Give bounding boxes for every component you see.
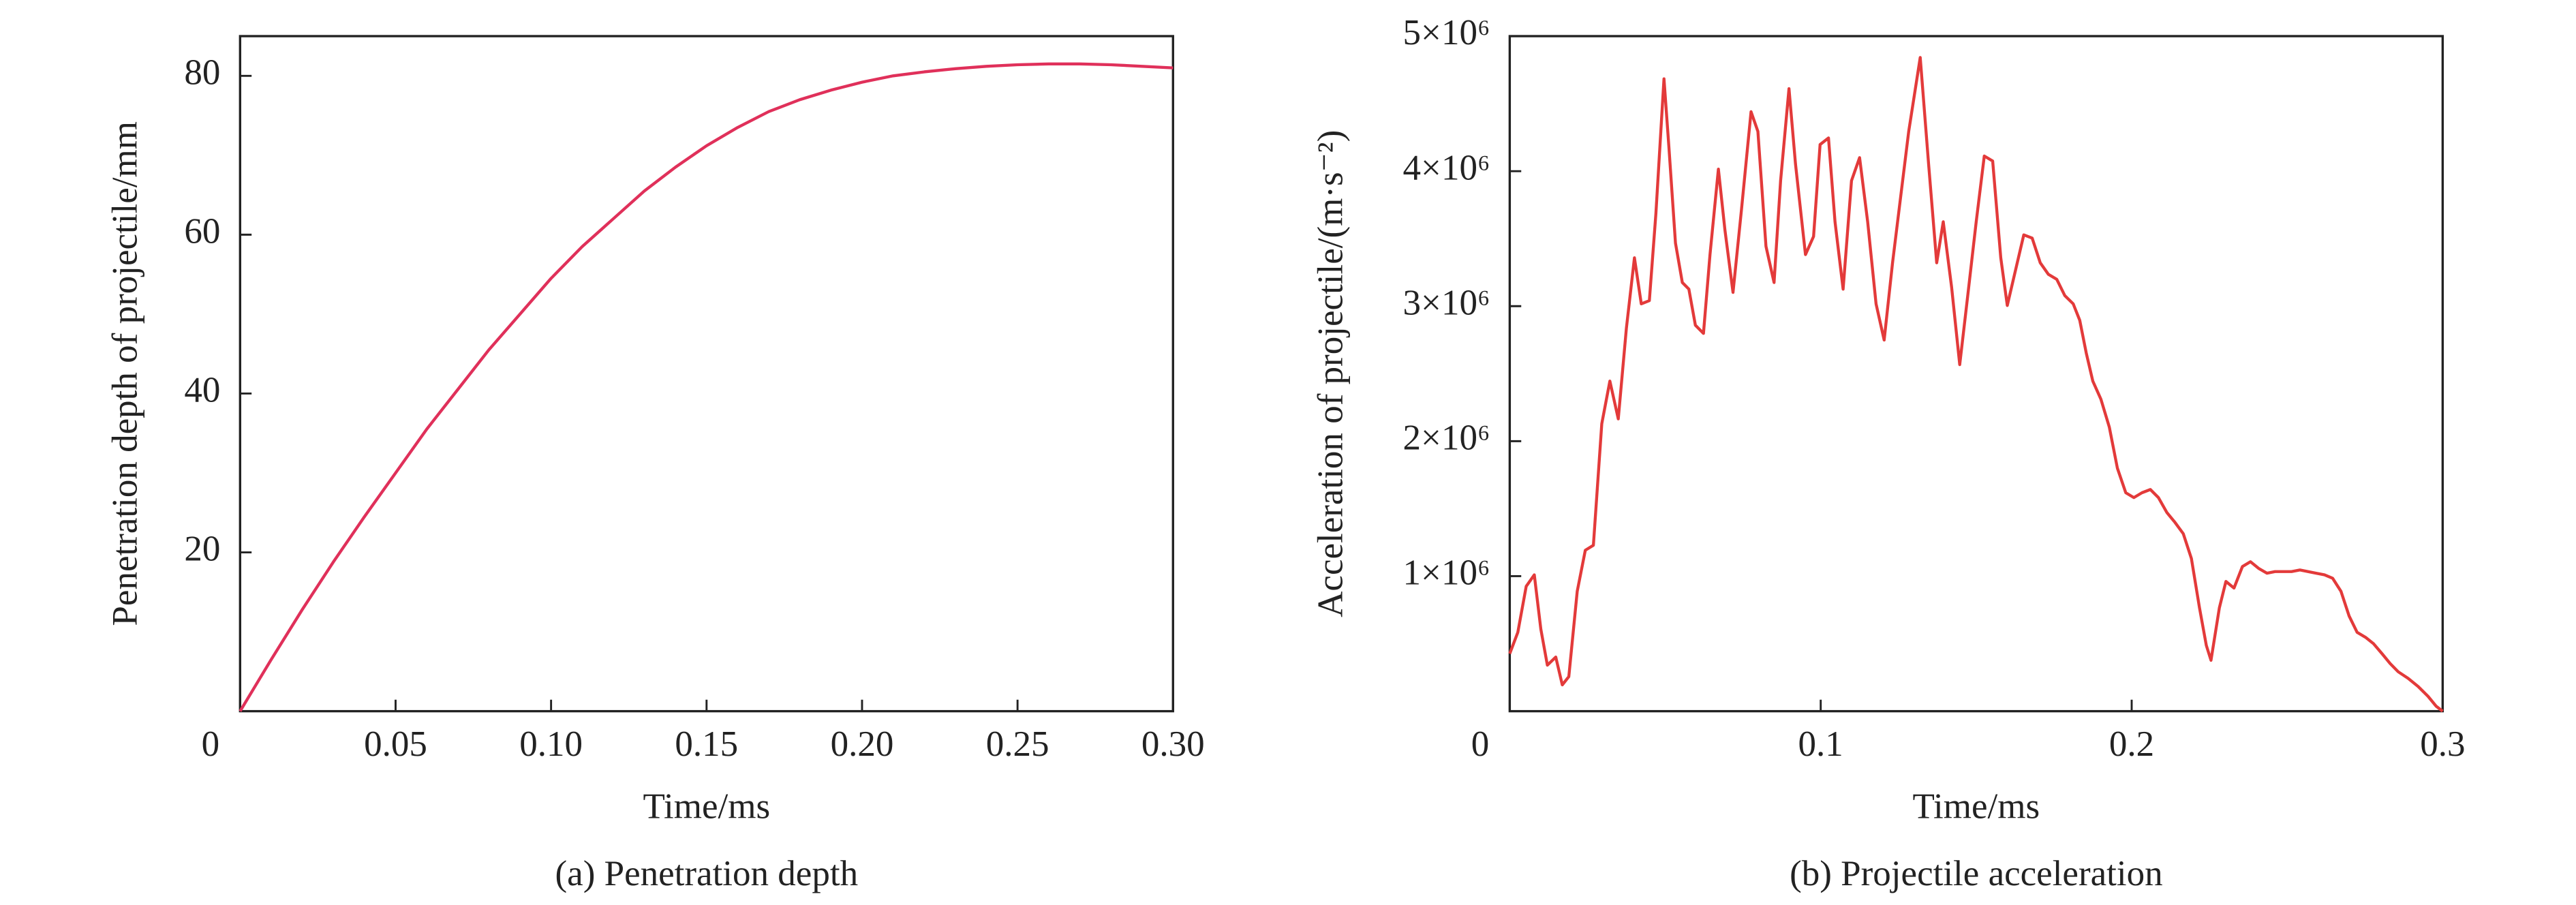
x-tick-label: 0.05 xyxy=(364,724,427,764)
y-axis-label: Penetration depth of projectile/mm xyxy=(106,121,145,626)
x-tick-label: 0.25 xyxy=(986,724,1049,764)
y-tick-label: 2×10⁶ xyxy=(1403,418,1490,458)
y-axis-label: Acceleration of projectile/(m·s⁻²) xyxy=(1311,130,1351,617)
x-tick-label: 0.20 xyxy=(831,724,894,764)
y-tick-label: 80 xyxy=(184,52,220,92)
y-tick-label: 3×10⁶ xyxy=(1403,283,1490,322)
x-tick-label: 0.1 xyxy=(1798,724,1843,764)
plot-frame xyxy=(239,35,1174,713)
y-tick-label: 20 xyxy=(184,530,220,569)
y-tick-label: 1×10⁶ xyxy=(1403,553,1490,593)
y-tick-label: 4×10⁶ xyxy=(1403,148,1490,187)
x-tick-label: 0 xyxy=(202,724,220,764)
chart-panel: 0 0.1 0.2 0.3 1×10⁶ 2×10⁶ 3×10⁶ 4×10⁶ 5×10⁶ Time/… xyxy=(1311,13,2466,893)
x-tick-label: 0.2 xyxy=(2109,724,2154,764)
y-tick-label: 40 xyxy=(184,371,220,410)
caption: (b) Projectile acceleration xyxy=(1790,854,2163,893)
x-tick-label: 0.30 xyxy=(1141,724,1205,764)
x-axis-label: Time/ms xyxy=(643,786,770,826)
data-line xyxy=(1508,56,2444,713)
x-tick-label: 0.10 xyxy=(519,724,583,764)
x-tick-label: 0 xyxy=(1471,724,1490,764)
x-axis-label: Time/ms xyxy=(1913,786,2040,826)
data-line xyxy=(239,62,1174,712)
y-tick-label: 5×10⁶ xyxy=(1403,13,1490,52)
plot-frame xyxy=(1508,35,2444,713)
y-tick-label: 60 xyxy=(184,212,220,251)
x-tick-label: 0.15 xyxy=(675,724,738,764)
chart-panel: 0 0.05 0.10 0.15 0.20 0.25 0.30 20 40 60 80 Time/ms… xyxy=(106,35,1205,893)
x-tick-label: 0.3 xyxy=(2420,724,2465,764)
caption: (a) Penetration depth xyxy=(555,854,859,893)
